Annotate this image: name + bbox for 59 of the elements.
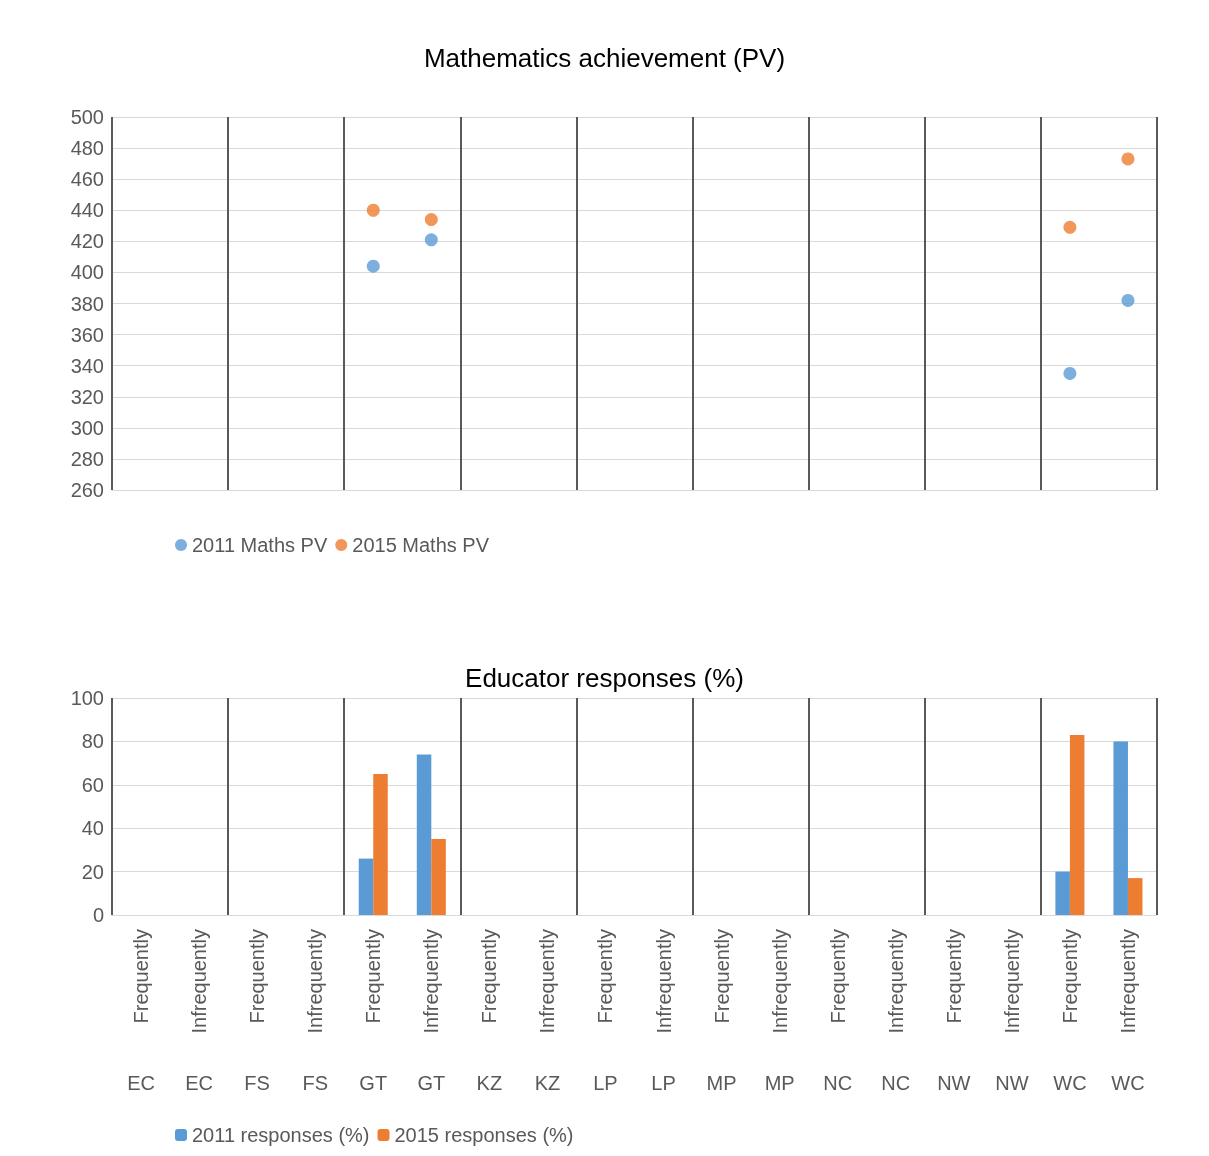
- point: [1121, 152, 1135, 166]
- y-tick-label: 440: [70, 199, 104, 222]
- bar: [1055, 871, 1070, 915]
- y-tick-label: 500: [70, 106, 104, 128]
- y-tick-label: 100: [70, 687, 104, 709]
- category-label: Infrequently NC: [881, 929, 911, 1094]
- point: [1063, 220, 1077, 234]
- category-label: Frequently FS: [244, 929, 270, 1094]
- y-tick-label: 400: [70, 261, 104, 284]
- bar: [358, 858, 374, 915]
- y-tick-label: 260: [70, 479, 104, 501]
- bar: [431, 839, 446, 915]
- y-tick-label: 360: [70, 323, 104, 346]
- bar: [416, 754, 432, 915]
- y-tick-label: 480: [70, 137, 104, 160]
- chart-title: Educator responses (%): [465, 663, 744, 693]
- legend-label: 2011 responses (%): [192, 1124, 370, 1146]
- category-label: Infrequently EC: [185, 929, 213, 1094]
- category-label: Frequently KZ: [476, 929, 503, 1094]
- y-tick-label: 460: [70, 168, 104, 191]
- point: [366, 259, 380, 273]
- legend-label: 2015 responses (%): [394, 1124, 574, 1146]
- category-label: Infrequently NW: [995, 929, 1029, 1094]
- category-label: Frequently EC: [127, 929, 155, 1094]
- y-tick-label: 0: [92, 904, 104, 926]
- point: [424, 233, 438, 247]
- y-tick-label: 80: [81, 730, 104, 753]
- y-tick-label: 340: [70, 354, 104, 377]
- bar: [1127, 878, 1143, 915]
- point: [1121, 293, 1135, 307]
- y-tick-label: 300: [70, 416, 104, 439]
- category-label: Infrequently MP: [764, 929, 795, 1094]
- chart-title: Mathematics achievement (PV): [423, 43, 786, 73]
- category-label: Infrequently LP: [651, 929, 676, 1094]
- category-label: Frequently GT: [359, 929, 388, 1094]
- category-label: Infrequently FS: [302, 929, 328, 1094]
- category-label: Frequently MP: [706, 929, 737, 1094]
- bar: [373, 773, 388, 915]
- legend-label: 2011 Maths PV: [192, 534, 328, 556]
- y-tick-label: 380: [70, 292, 104, 315]
- y-tick-label: 420: [70, 230, 104, 253]
- category-label: Frequently WC: [1053, 929, 1087, 1094]
- bar: [1069, 734, 1085, 915]
- category-label: Infrequently KZ: [534, 929, 561, 1094]
- category-label: Infrequently GT: [417, 929, 446, 1094]
- category-label: Infrequently WC: [1111, 929, 1145, 1094]
- y-tick-label: 280: [70, 447, 104, 470]
- bar: [1113, 741, 1128, 915]
- y-tick-label: 40: [81, 817, 104, 840]
- point: [366, 203, 380, 217]
- point: [1063, 366, 1077, 380]
- category-label: Frequently NC: [823, 929, 853, 1094]
- y-tick-label: 20: [81, 860, 104, 883]
- legend-label: 2015 Maths PV: [352, 534, 490, 556]
- y-tick-label: 60: [81, 773, 104, 796]
- category-label: Frequently LP: [593, 929, 618, 1094]
- category-label: Frequently NW: [937, 929, 971, 1094]
- point: [424, 213, 438, 227]
- y-tick-label: 320: [70, 385, 104, 408]
